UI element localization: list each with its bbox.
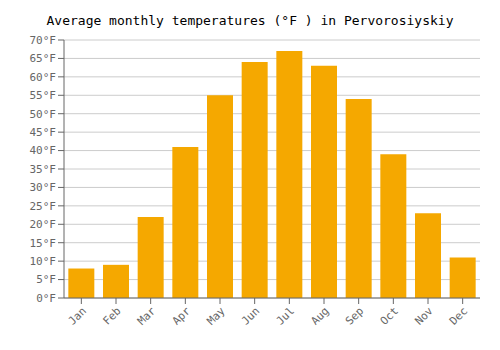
svg-text:25°F: 25°F [30, 200, 57, 213]
svg-text:5°F: 5°F [36, 273, 56, 286]
svg-text:15°F: 15°F [30, 237, 57, 250]
svg-text:50°F: 50°F [30, 108, 57, 121]
svg-text:May: May [204, 304, 228, 328]
svg-text:Mar: Mar [135, 304, 159, 328]
svg-text:Feb: Feb [100, 304, 123, 327]
svg-text:Aug: Aug [308, 304, 331, 327]
svg-text:Oct: Oct [378, 304, 401, 327]
svg-text:Dec: Dec [447, 304, 470, 327]
svg-text:40°F: 40°F [30, 144, 57, 157]
svg-text:Apr: Apr [170, 304, 194, 328]
svg-text:Jul: Jul [274, 304, 297, 327]
svg-text:65°F: 65°F [30, 52, 57, 65]
svg-text:70°F: 70°F [30, 34, 57, 47]
svg-text:60°F: 60°F [30, 71, 57, 84]
html-text:Average monthly temperatures (: Average monthly temperatures (°F ) in Pe… [46, 13, 454, 28]
svg-text:45°F: 45°F [30, 126, 57, 139]
svg-text:Sep: Sep [343, 304, 366, 327]
svg-text:Jan: Jan [66, 304, 89, 327]
svg-text:20°F: 20°F [30, 218, 57, 231]
svg-text:55°F: 55°F [30, 89, 57, 102]
svg-text:0°F: 0°F [36, 292, 56, 305]
svg-text:Jun: Jun [239, 304, 262, 327]
svg-text:30°F: 30°F [30, 181, 57, 194]
svg-text:10°F: 10°F [30, 255, 57, 268]
svg-text:Nov: Nov [412, 304, 436, 328]
svg-text:35°F: 35°F [30, 163, 57, 176]
